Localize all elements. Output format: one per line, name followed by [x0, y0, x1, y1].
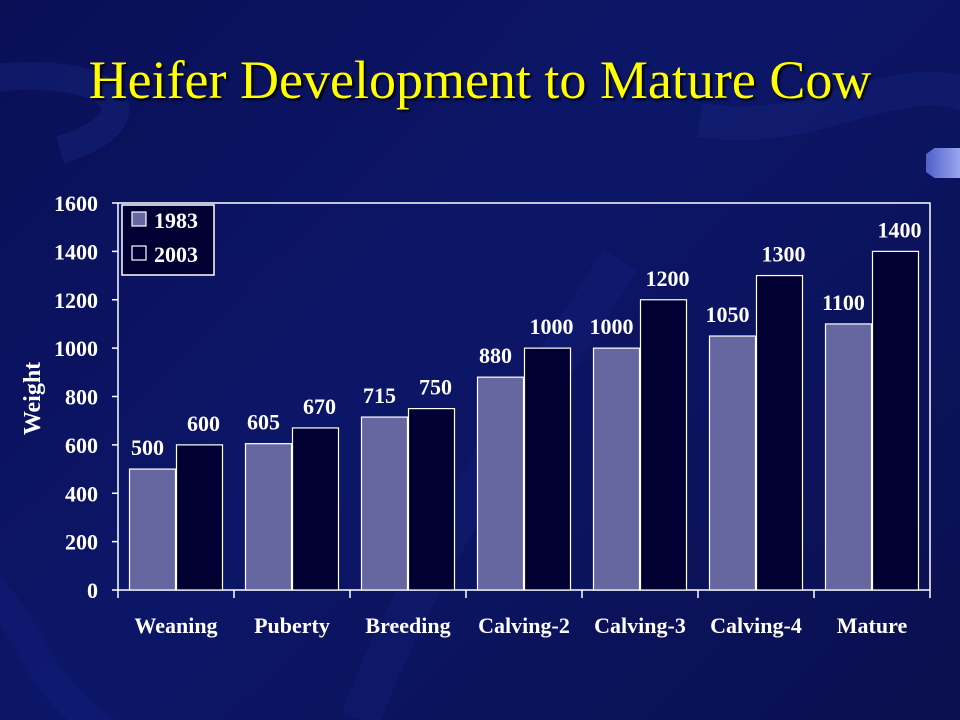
y-tick-label: 400 [65, 481, 98, 506]
legend-label-2003: 2003 [154, 242, 198, 267]
x-tick-label-mature: Mature [837, 613, 908, 638]
bar-1983-calving-2 [476, 376, 525, 591]
bar-1983-calving-4 [708, 335, 757, 591]
bar-2003-weaning [175, 444, 224, 591]
y-tick-label: 800 [65, 385, 98, 410]
y-tick-label: 200 [65, 530, 98, 555]
y-tick-label: 1000 [54, 336, 98, 361]
data-label-2003-weaning: 600 [187, 411, 220, 436]
x-tick-label-calving-3: Calving-3 [594, 613, 686, 638]
bar-1983-calving-3 [592, 347, 641, 591]
legend-swatch-2003 [131, 245, 147, 261]
x-tick-label-puberty: Puberty [254, 613, 330, 638]
data-label-1983-mature: 1100 [822, 290, 865, 315]
x-tick-label-breeding: Breeding [365, 613, 450, 638]
data-label-1983-weaning: 500 [131, 435, 164, 460]
bar-1983-weaning [128, 468, 177, 591]
y-tick-label: 0 [87, 578, 98, 603]
legend-label-1983: 1983 [154, 208, 198, 233]
y-tick-label: 600 [65, 433, 98, 458]
bar-2003-mature [871, 250, 920, 591]
y-tick-label: 1600 [54, 191, 98, 216]
bar-2003-calving-2 [523, 347, 572, 591]
x-tick-label-calving-4: Calving-4 [710, 613, 802, 638]
legend-swatch-1983 [131, 211, 147, 227]
data-label-2003-puberty: 670 [303, 394, 336, 419]
data-label-1983-calving-3: 1000 [590, 314, 634, 339]
x-tick-label-weaning: Weaning [134, 613, 217, 638]
data-label-2003-breeding: 750 [419, 375, 452, 400]
slide-title: Heifer Development to Mature Cow [88, 50, 872, 110]
data-label-1983-calving-2: 880 [479, 343, 512, 368]
bar-2003-calving-4 [755, 274, 804, 591]
data-label-2003-calving-3: 1200 [646, 266, 690, 291]
data-label-1983-calving-4: 1050 [706, 302, 750, 327]
bar-2003-calving-3 [639, 299, 688, 591]
slide-tab-accent [926, 148, 960, 178]
data-label-1983-puberty: 605 [247, 410, 280, 435]
y-tick-label: 1200 [54, 288, 98, 313]
bar-1983-puberty [244, 443, 293, 591]
bar-2003-puberty [291, 427, 340, 591]
x-tick-label-calving-2: Calving-2 [478, 613, 570, 638]
data-label-2003-calving-2: 1000 [530, 314, 574, 339]
y-axis-title: Weight [20, 362, 46, 435]
y-tick-label: 1400 [54, 239, 98, 264]
bar-1983-mature [824, 323, 873, 591]
data-label-2003-calving-4: 1300 [762, 242, 806, 267]
bar-2003-breeding [407, 407, 456, 591]
bar-1983-breeding [360, 416, 409, 591]
data-label-1983-breeding: 715 [363, 383, 396, 408]
data-label-2003-mature: 1400 [878, 217, 922, 242]
